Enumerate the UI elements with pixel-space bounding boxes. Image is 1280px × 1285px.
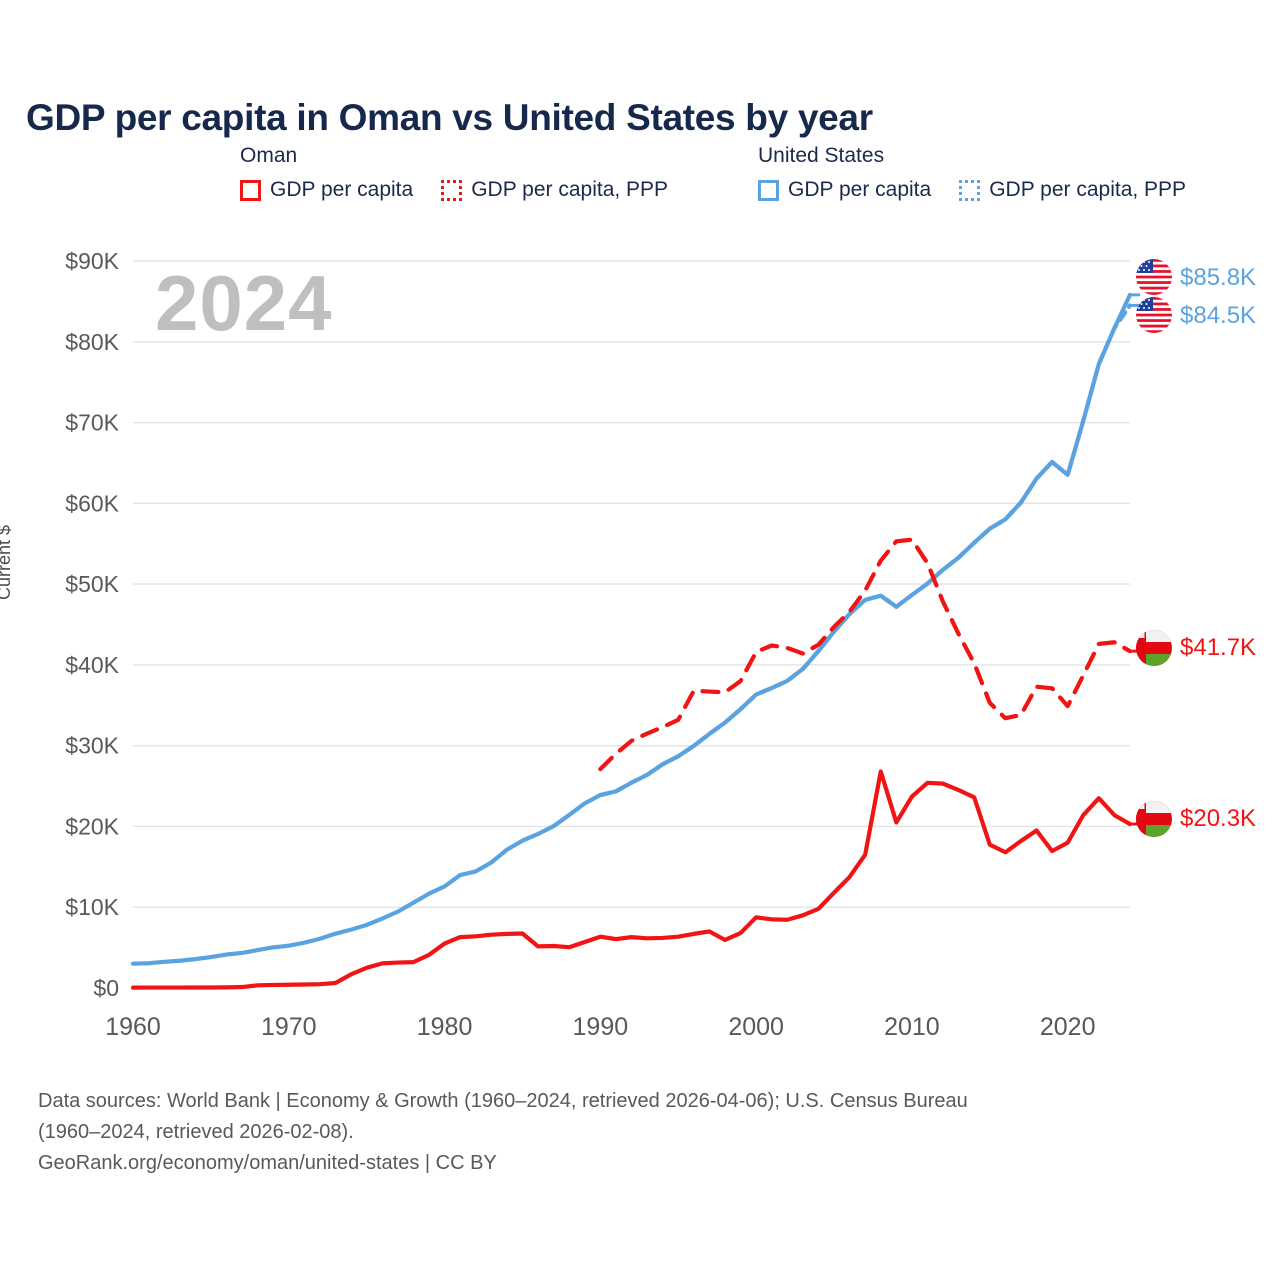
x-axis-tick-label: 1970: [261, 1013, 317, 1041]
end-label-oman-gdp-ppp: $41.7K: [1180, 634, 1257, 661]
series-line: [130, 292, 1133, 966]
legend-label-us-gdp-ppp: GDP per capita, PPP: [989, 178, 1187, 201]
y-axis-tick-label: $0: [93, 975, 119, 1001]
legend-item-oman-gdp-ppp[interactable]: GDP per capita, PPP: [441, 178, 668, 202]
y-axis-tick-label: $80K: [65, 329, 119, 355]
legend-label-oman-gdp: GDP per capita: [270, 178, 414, 201]
y-axis-tick-label: $40K: [65, 652, 119, 678]
x-axis-tick-label: 1980: [417, 1013, 473, 1041]
x-axis-tick-label: 2020: [1040, 1013, 1096, 1041]
series-line: [130, 769, 1133, 990]
y-axis-tick-label: $10K: [65, 894, 119, 920]
y-axis-tick-label: $90K: [65, 248, 119, 274]
legend-swatch-solid-icon: [758, 179, 779, 201]
footer-line-3: GeoRank.org/economy/oman/united-states |…: [38, 1152, 497, 1174]
legend-item-us-gdp-ppp[interactable]: GDP per capita, PPP: [959, 178, 1186, 202]
legend-group-united-states: United States GDP per capita GDP per cap…: [758, 144, 1186, 202]
page-title: GDP per capita in Oman vs United States …: [26, 96, 873, 138]
end-label-us-gdp-ppp: $84.5K: [1180, 302, 1257, 329]
x-axis-tick-label: 2010: [884, 1013, 940, 1041]
x-axis-tick-label: 2000: [728, 1013, 784, 1041]
chart-legend: Oman GDP per capita GDP per capita, PPP …: [240, 144, 1260, 222]
y-axis-title: Current $: [0, 525, 14, 600]
x-axis-tick-label: 1990: [573, 1013, 629, 1041]
series-line: [598, 537, 1133, 772]
y-axis-tick-label: $60K: [65, 490, 119, 516]
footer-sources: Data sources: World Bank | Economy & Gro…: [38, 1086, 1253, 1179]
year-watermark: 2024: [155, 259, 333, 347]
y-axis-tick-label: $20K: [65, 813, 119, 839]
legend-swatch-dotted-icon: [441, 179, 463, 201]
y-axis-tick-label: $30K: [65, 733, 119, 759]
legend-country-united-states: United States: [758, 144, 885, 167]
legend-label-us-gdp: GDP per capita: [788, 178, 932, 201]
footer-line-2: (1960–2024, retrieved 2026-02-08).: [38, 1121, 354, 1143]
us-flag-icon: [1136, 259, 1172, 295]
legend-swatch-solid-icon: [240, 179, 261, 201]
footer-line-1: Data sources: World Bank | Economy & Gro…: [38, 1090, 968, 1112]
y-axis-tick-label: $50K: [65, 571, 119, 597]
legend-item-oman-gdp[interactable]: GDP per capita: [240, 178, 413, 202]
end-label-us-gdp: $85.8K: [1180, 264, 1257, 291]
legend-country-oman: Oman: [240, 144, 298, 167]
end-label-oman-gdp: $20.3K: [1180, 805, 1257, 832]
legend-group-oman: Oman GDP per capita GDP per capita, PPP: [240, 144, 668, 202]
oman-flag-icon: [1136, 801, 1172, 837]
x-axis-tick-label: 1960: [105, 1013, 161, 1041]
us-flag-icon: [1136, 297, 1172, 333]
legend-label-oman-gdp-ppp: GDP per capita, PPP: [471, 178, 669, 201]
oman-flag-icon: [1136, 630, 1172, 666]
legend-item-us-gdp[interactable]: GDP per capita: [758, 178, 931, 202]
legend-swatch-dotted-icon: [959, 179, 981, 201]
series-line: [598, 303, 1133, 798]
y-axis-tick-label: $70K: [65, 410, 119, 436]
